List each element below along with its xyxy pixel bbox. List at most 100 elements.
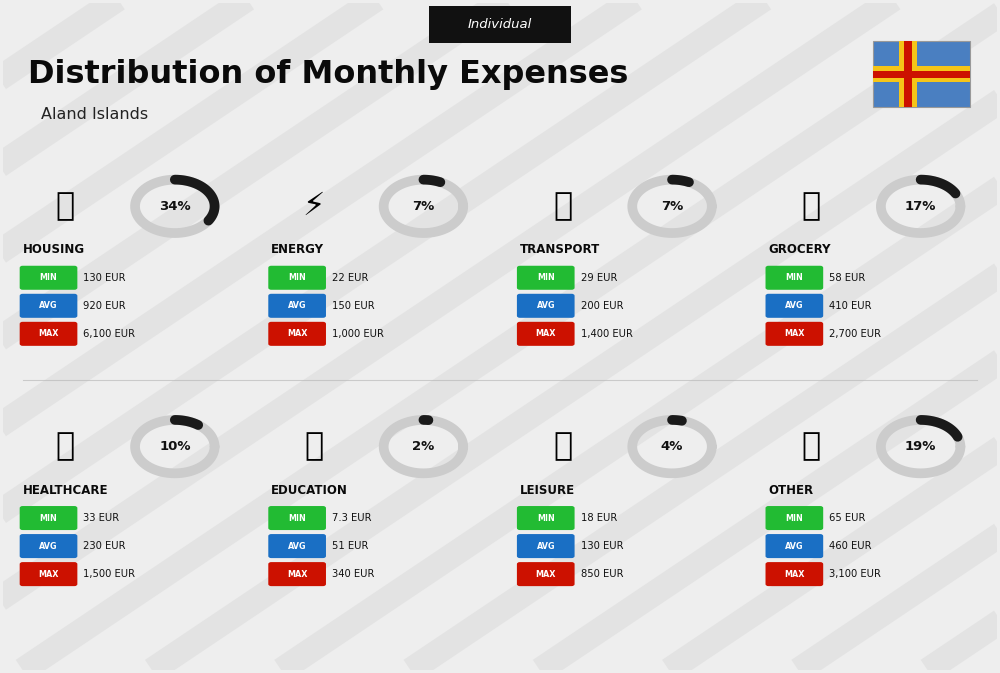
FancyBboxPatch shape [766,534,823,558]
Text: MIN: MIN [537,273,555,282]
Text: 3,100 EUR: 3,100 EUR [829,569,881,579]
Text: MIN: MIN [785,513,803,522]
FancyBboxPatch shape [904,42,912,107]
Text: 🎓: 🎓 [304,431,324,462]
Text: 1,400 EUR: 1,400 EUR [581,329,632,339]
Text: 460 EUR: 460 EUR [829,541,872,551]
FancyBboxPatch shape [20,534,77,558]
FancyBboxPatch shape [766,506,823,530]
Text: MIN: MIN [40,273,57,282]
Text: MAX: MAX [784,569,805,579]
FancyBboxPatch shape [268,562,326,586]
FancyBboxPatch shape [517,562,575,586]
Text: MIN: MIN [288,273,306,282]
FancyBboxPatch shape [766,266,823,290]
Text: MAX: MAX [38,329,59,339]
FancyBboxPatch shape [20,266,77,290]
Text: AVG: AVG [39,542,58,551]
Text: 850 EUR: 850 EUR [581,569,623,579]
Text: 2%: 2% [412,440,435,453]
Text: AVG: AVG [288,542,306,551]
FancyBboxPatch shape [766,294,823,318]
Text: 🏙: 🏙 [56,191,75,222]
Text: 🛒: 🛒 [802,191,821,222]
Text: Individual: Individual [468,18,532,32]
Text: 💚: 💚 [56,431,75,462]
FancyBboxPatch shape [873,71,970,78]
Text: AVG: AVG [39,302,58,310]
Text: OTHER: OTHER [769,483,814,497]
FancyBboxPatch shape [20,506,77,530]
FancyBboxPatch shape [20,294,77,318]
Text: 920 EUR: 920 EUR [83,301,126,311]
FancyBboxPatch shape [517,266,575,290]
Text: 2,700 EUR: 2,700 EUR [829,329,881,339]
FancyBboxPatch shape [517,534,575,558]
Text: 7.3 EUR: 7.3 EUR [332,513,371,523]
Text: AVG: AVG [288,302,306,310]
FancyBboxPatch shape [899,42,917,107]
Text: AVG: AVG [536,302,555,310]
Text: 150 EUR: 150 EUR [332,301,375,311]
Text: 🛍: 🛍 [553,431,572,462]
Text: 1,000 EUR: 1,000 EUR [332,329,384,339]
Text: MAX: MAX [536,329,556,339]
Text: 65 EUR: 65 EUR [829,513,866,523]
Text: 17%: 17% [905,200,936,213]
FancyBboxPatch shape [517,294,575,318]
Text: MAX: MAX [38,569,59,579]
FancyBboxPatch shape [517,506,575,530]
Text: MAX: MAX [287,569,307,579]
Text: 340 EUR: 340 EUR [332,569,374,579]
Text: 130 EUR: 130 EUR [581,541,623,551]
Text: 230 EUR: 230 EUR [83,541,126,551]
FancyBboxPatch shape [268,266,326,290]
FancyBboxPatch shape [873,67,970,82]
Text: 6,100 EUR: 6,100 EUR [83,329,135,339]
Text: HEALTHCARE: HEALTHCARE [23,483,108,497]
Text: MIN: MIN [288,513,306,522]
Text: EDUCATION: EDUCATION [271,483,348,497]
Text: 10%: 10% [159,440,191,453]
Text: 200 EUR: 200 EUR [581,301,623,311]
FancyBboxPatch shape [873,42,970,107]
Text: AVG: AVG [785,542,804,551]
FancyBboxPatch shape [517,322,575,346]
Text: Aland Islands: Aland Islands [41,108,148,122]
Text: 🚌: 🚌 [553,191,572,222]
FancyBboxPatch shape [268,322,326,346]
Text: MIN: MIN [537,513,555,522]
Text: 💰: 💰 [802,431,821,462]
Text: AVG: AVG [785,302,804,310]
Text: MIN: MIN [785,273,803,282]
Text: MIN: MIN [40,513,57,522]
Text: 1,500 EUR: 1,500 EUR [83,569,135,579]
Text: 22 EUR: 22 EUR [332,273,368,283]
FancyBboxPatch shape [20,562,77,586]
Text: ⚡: ⚡ [303,191,325,222]
Text: ENERGY: ENERGY [271,243,324,256]
Text: TRANSPORT: TRANSPORT [520,243,600,256]
Text: 7%: 7% [661,200,683,213]
FancyBboxPatch shape [20,322,77,346]
FancyBboxPatch shape [268,506,326,530]
Text: 4%: 4% [661,440,683,453]
Text: AVG: AVG [536,542,555,551]
Text: 29 EUR: 29 EUR [581,273,617,283]
FancyBboxPatch shape [429,7,571,43]
Text: MAX: MAX [287,329,307,339]
FancyBboxPatch shape [766,562,823,586]
Text: 410 EUR: 410 EUR [829,301,872,311]
Text: Distribution of Monthly Expenses: Distribution of Monthly Expenses [28,59,628,90]
Text: 51 EUR: 51 EUR [332,541,368,551]
Text: 7%: 7% [412,200,435,213]
Text: 130 EUR: 130 EUR [83,273,126,283]
Text: 33 EUR: 33 EUR [83,513,119,523]
Text: LEISURE: LEISURE [520,483,575,497]
FancyBboxPatch shape [268,534,326,558]
Text: 34%: 34% [159,200,191,213]
Text: GROCERY: GROCERY [769,243,831,256]
FancyBboxPatch shape [766,322,823,346]
FancyBboxPatch shape [268,294,326,318]
Text: MAX: MAX [784,329,805,339]
